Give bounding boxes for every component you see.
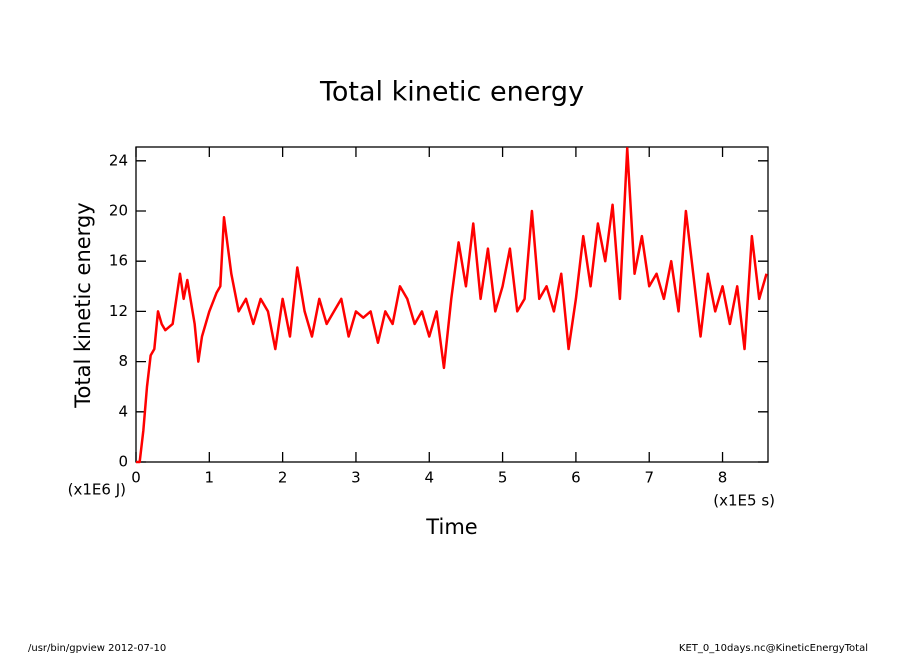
x-axis-label: Time xyxy=(425,515,477,539)
x-unit: (x1E5 s) xyxy=(713,492,775,510)
x-tick-label: 1 xyxy=(205,469,215,487)
y-tick-label: 16 xyxy=(109,252,128,270)
x-tick-label: 6 xyxy=(571,469,581,487)
x-tick-label: 4 xyxy=(424,469,434,487)
x-tick-label: 5 xyxy=(498,469,508,487)
y-tick-label: 4 xyxy=(118,402,128,420)
x-tick-label: 8 xyxy=(718,469,728,487)
chart-title: Total kinetic energy xyxy=(319,77,584,108)
y-tick-label: 20 xyxy=(109,202,128,220)
y-tick-label: 24 xyxy=(109,151,128,169)
x-tick-label: 3 xyxy=(351,469,361,487)
y-tick-label: 0 xyxy=(118,453,128,471)
y-tick-label: 8 xyxy=(118,352,128,370)
plot-frame xyxy=(135,146,769,463)
y-axis-label: Total kinetic energy xyxy=(71,202,95,408)
x-tick-label: 7 xyxy=(644,469,654,487)
y-tick-label: 12 xyxy=(109,302,128,320)
footer-right: KET_0_10days.nc@KineticEnergyTotal xyxy=(679,643,868,654)
data-line xyxy=(136,147,768,464)
x-tick-label: 0 xyxy=(131,469,141,487)
y-unit: (x1E6 J) xyxy=(68,481,126,499)
footer-left: /usr/bin/gpview 2012-07-10 xyxy=(28,643,166,654)
x-tick-label: 2 xyxy=(278,469,288,487)
